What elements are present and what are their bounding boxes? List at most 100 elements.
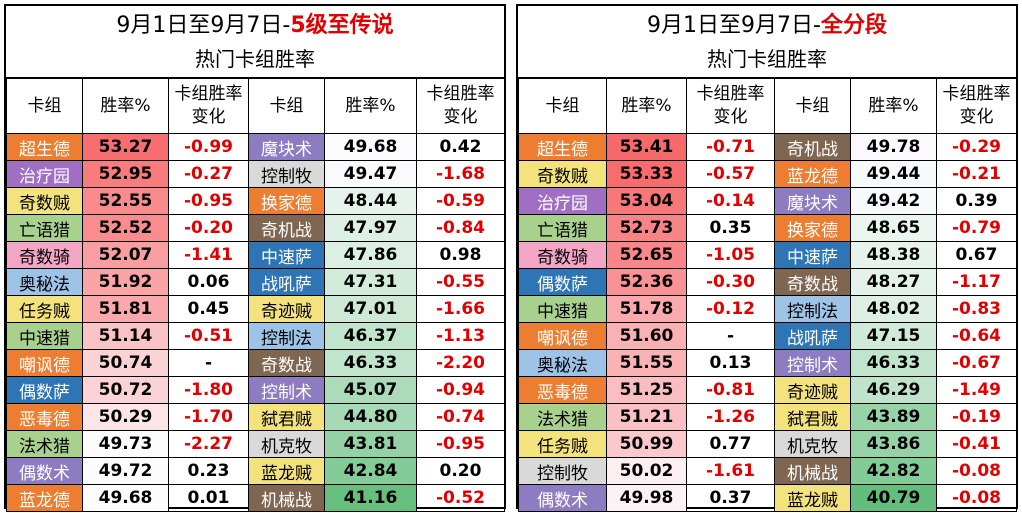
deck-name-cell: 法术猎 [6,430,83,458]
winrate-cell: 52.52 [82,214,169,242]
table-row: 治疗园 53.04 -0.14 魔块术 49.42 0.39 [518,187,1017,215]
deck-name-cell: 偶数萨 [518,268,607,296]
winrate-change-cell: -0.21 [936,160,1017,188]
deck-name-cell: 奇数骑 [6,241,83,269]
winrate-cell: 50.99 [606,430,687,458]
winrate-cell: 49.47 [324,160,417,188]
winrate-cell: 42.82 [850,457,937,485]
winrate-change-cell: -0.67 [936,349,1017,377]
deck-name-cell: 治疗园 [6,160,83,188]
winrate-change-cell: - [686,322,775,350]
winrate-change-cell: -1.70 [168,403,249,431]
column-header: 卡组 [6,78,83,134]
deck-name-cell: 治疗园 [518,187,607,215]
winrate-change-cell: 0.45 [168,295,249,323]
winrate-cell: 49.44 [850,160,937,188]
table-row: 恶毒德 51.25 -0.81 奇迹贼 46.29 -1.49 [518,376,1017,404]
table-row: 法术猎 49.73 -2.27 机克牧 43.81 -0.95 [6,430,505,458]
winrate-change-cell: 0.37 [686,484,775,512]
deck-name-cell: 蓝龙德 [6,484,83,512]
winrate-cell: 50.02 [606,457,687,485]
deck-name-cell: 战吼萨 [774,322,851,350]
winrate-table: 卡组 胜率% 卡组胜率 变化 卡组 胜率% 卡组胜率 变化 超生德 53.27 -0.99 魔块术 49… [6,78,505,512]
panel-all-ranks: 9月1日至9月7日-全分段 热门卡组胜率 卡组 胜率% 卡组胜率 变化 卡组 胜率% 卡组胜… [516,4,1018,512]
column-header: 卡组胜率 变化 [416,78,505,134]
winrate-cell: 46.33 [324,349,417,377]
winrate-cell: 49.68 [82,484,169,512]
winrate-change-cell: -2.27 [168,430,249,458]
winrate-change-cell: -0.79 [936,214,1017,242]
winrate-cell: 51.92 [82,268,169,296]
winrate-change-cell: -0.95 [168,187,249,215]
winrate-cell: 51.78 [606,295,687,323]
deck-name-cell: 控制术 [774,349,851,377]
table-row: 任务贼 51.81 0.45 奇迹贼 47.01 -1.66 [6,295,505,323]
column-header: 胜率% [82,78,169,134]
winrate-cell: 47.15 [850,322,937,350]
title-date-range: 9月1日至9月7日- [116,13,291,38]
table-row: 中速猎 51.14 -0.51 控制法 46.37 -1.13 [6,322,505,350]
winrate-change-cell: -0.71 [686,133,775,161]
panel-rank5-legend: 9月1日至9月7日-5级至传说 热门卡组胜率 卡组 胜率% 卡组胜率 变化 卡组 胜率% 卡… [4,4,506,512]
deck-name-cell: 中速萨 [248,241,325,269]
deck-name-cell: 控制术 [248,376,325,404]
table-row: 奇数贼 53.33 -0.57 蓝龙德 49.44 -0.21 [518,160,1017,188]
winrate-change-cell: -0.41 [936,430,1017,458]
winrate-change-cell: 0.06 [168,268,249,296]
table-row: 恶毒德 50.29 -1.70 弑君贼 44.80 -0.74 [6,403,505,431]
deck-name-cell: 奇迹贼 [774,376,851,404]
winrate-cell: 47.97 [324,214,417,242]
winrate-cell: 48.65 [850,214,937,242]
winrate-change-cell: -0.52 [416,484,505,512]
winrate-cell: 49.68 [324,133,417,161]
winrate-change-cell: 0.20 [416,457,505,485]
deck-name-cell: 奇数战 [774,268,851,296]
winrate-change-cell: -0.08 [936,457,1017,485]
winrate-change-cell: -0.19 [936,403,1017,431]
winrate-cell: 50.72 [82,376,169,404]
table-row: 偶数萨 52.36 -0.30 奇数战 48.27 -1.17 [518,268,1017,296]
winrate-cell: 47.86 [324,241,417,269]
deck-name-cell: 换家德 [774,214,851,242]
panel-subtitle: 热门卡组胜率 [195,47,315,71]
table-row: 亡语猎 52.73 0.35 换家德 48.65 -0.79 [518,214,1017,242]
title-rank-range: 5级至传说 [290,13,394,38]
deck-name-cell: 亡语猎 [6,214,83,242]
table-row: 奥秘法 51.92 0.06 战吼萨 47.31 -0.55 [6,268,505,296]
table-row: 蓝龙德 49.68 0.01 机械战 41.16 -0.52 [6,484,505,512]
winrate-change-cell: -1.68 [416,160,505,188]
winrate-change-cell: -0.99 [168,133,249,161]
deck-name-cell: 机械战 [774,457,851,485]
winrate-cell: 50.74 [82,349,169,377]
winrate-change-cell: -0.95 [416,430,505,458]
winrate-cell: 49.42 [850,187,937,215]
winrate-change-cell: - [168,349,249,377]
table-row: 嘲讽德 50.74- 奇数战 46.33 -2.20 [6,349,505,377]
table-row: 超生德 53.41 -0.71 奇机战 49.78 -0.29 [518,133,1017,161]
deck-name-cell: 偶数术 [6,457,83,485]
table-row: 偶数萨 50.72 -1.80 控制术 45.07 -0.94 [6,376,505,404]
winrate-cell: 47.31 [324,268,417,296]
column-header: 卡组胜率 变化 [686,78,775,134]
winrate-change-cell: -0.64 [936,322,1017,350]
winrate-cell: 52.07 [82,241,169,269]
panel-title: 9月1日至9月7日-5级至传说 热门卡组胜率 [6,6,504,78]
winrate-change-cell: -0.84 [416,214,505,242]
panel-subtitle: 热门卡组胜率 [707,47,827,71]
deck-name-cell: 法术猎 [518,403,607,431]
winrate-cell: 52.73 [606,214,687,242]
deck-name-cell: 机克牧 [774,430,851,458]
winrate-change-cell: -0.14 [686,187,775,215]
deck-name-cell: 奇数贼 [518,160,607,188]
winrate-change-cell: -1.49 [936,376,1017,404]
deck-name-cell: 奇数骑 [518,241,607,269]
winrate-change-cell: -1.17 [936,268,1017,296]
column-header: 卡组 [248,78,325,134]
deck-name-cell: 机克牧 [248,430,325,458]
deck-name-cell: 奥秘法 [518,349,607,377]
deck-name-cell: 恶毒德 [518,376,607,404]
deck-name-cell: 战吼萨 [248,268,325,296]
title-date-range: 9月1日至9月7日- [647,13,821,38]
winrate-change-cell: -0.81 [686,376,775,404]
winrate-cell: 46.37 [324,322,417,350]
